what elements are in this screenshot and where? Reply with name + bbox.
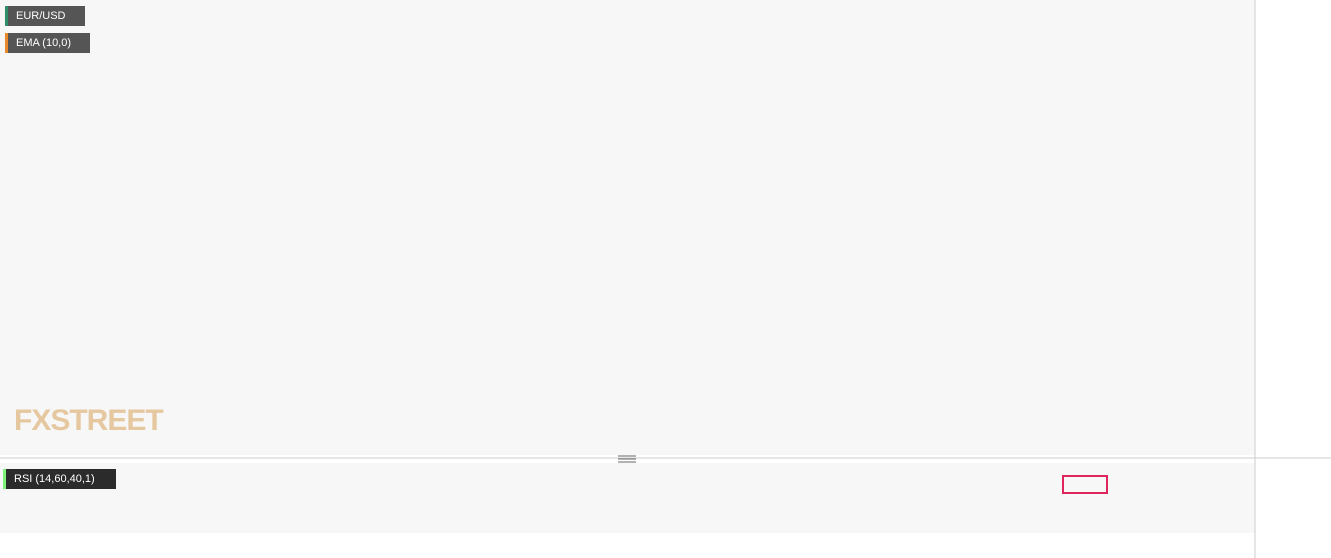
legend-swatch <box>3 469 6 489</box>
legend-label: RSI (14,60,40,1) <box>14 473 95 485</box>
price-pane <box>0 0 1255 455</box>
highlight-box <box>1062 475 1108 494</box>
resize-handle[interactable] <box>618 455 636 463</box>
legend-box <box>5 33 90 53</box>
rsi-pane <box>0 463 1255 533</box>
legend-box <box>3 469 116 489</box>
legend-swatch <box>5 33 8 53</box>
legend-swatch <box>5 6 8 26</box>
legend-label: EUR/USD <box>16 10 66 22</box>
watermark: FXSTREET <box>14 404 163 437</box>
legend-label: EMA (10,0) <box>16 37 71 49</box>
legend: EUR/USD EMA (10,0) RSI (14,60,40,1) <box>3 6 116 489</box>
legend-box <box>5 6 85 26</box>
